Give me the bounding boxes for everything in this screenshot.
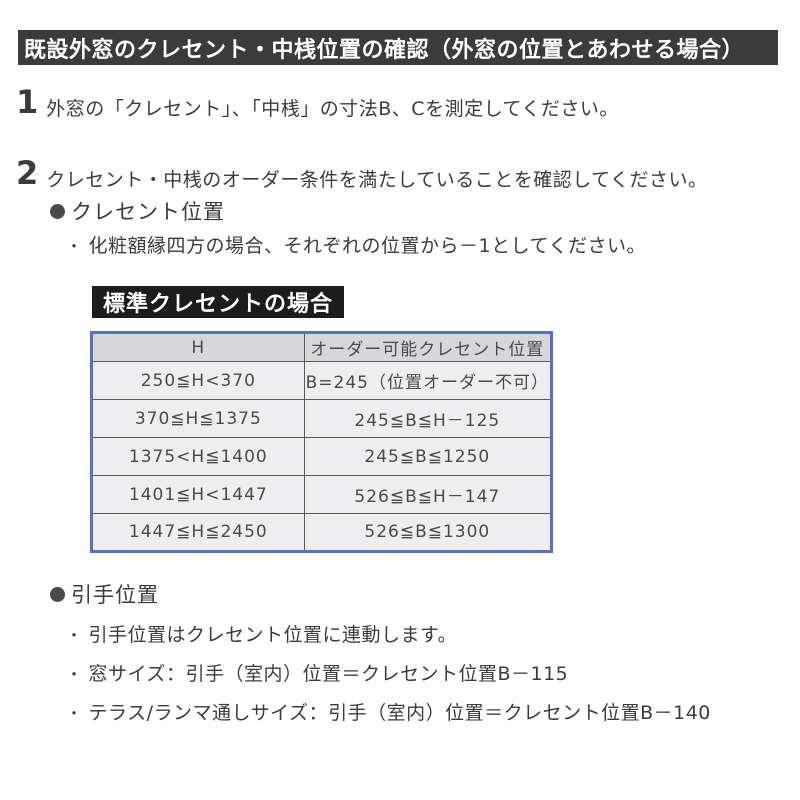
step-2-text: クレセント・中桟のオーダー条件を満たしていることを確認してください。 <box>46 169 708 191</box>
step-1-text: 外窓の「クレセント」、「中桟」の寸法B、Cを測定してください。 <box>46 98 619 120</box>
dot-bullet-icon: ・ <box>66 625 83 645</box>
cell-b-range: 245≦B≦1250 <box>303 437 553 476</box>
dot-bullet-icon: ・ <box>66 703 83 723</box>
standard-crescent-label-text: 標準クレセントの場合 <box>103 292 334 317</box>
table-row: 250≦H<370 B=245（位置オーダー不可） <box>91 361 553 400</box>
cell-h-range: 1447≦H≦2450 <box>91 513 305 552</box>
handle-position-note-text: 窓サイズ：引手（室内）位置＝クレセント位置B－115 <box>88 663 569 685</box>
cell-b-range: B=245（位置オーダー不可） <box>303 361 553 400</box>
cell-b-range: 526≦B≦H－147 <box>303 475 553 514</box>
crescent-position-note-text: 化粧額縁四方の場合、それぞれの位置から－1としてください。 <box>88 235 646 257</box>
table-header-row: H オーダー可能クレセント位置 <box>91 332 553 362</box>
step-1-number: 1 <box>16 83 39 121</box>
cell-b-range: 526≦B≦1300 <box>303 513 553 552</box>
handle-position-note-text: テラス/ランマ通しサイズ：引手（室内）位置＝クレセント位置B－140 <box>88 702 711 724</box>
step-1: 1 外窓の「クレセント」、「中桟」の寸法B、Cを測定してください。 <box>16 86 619 121</box>
crescent-position-table: H オーダー可能クレセント位置 250≦H<370 B=245（位置オーダー不可… <box>90 331 553 553</box>
bullet-circle-icon <box>50 586 65 602</box>
page-title-text: 既設外窓のクレセント・中桟位置の確認（外窓の位置とあわせる場合） <box>24 37 745 63</box>
handle-position-note-text: 引手位置はクレセント位置に連動します。 <box>88 624 458 646</box>
bullet-circle-icon <box>50 203 65 219</box>
crescent-position-note: ・ 化粧額縁四方の場合、それぞれの位置から－1としてください。 <box>66 231 646 258</box>
column-header-h: H <box>91 332 305 362</box>
handle-position-note: ・ 窓サイズ：引手（室内）位置＝クレセント位置B－115 <box>66 659 568 686</box>
table-row: 370≦H≦1375 245≦B≦H－125 <box>91 399 553 438</box>
crescent-position-heading-text: クレセント位置 <box>71 200 225 224</box>
cell-h-range: 1375<H≦1400 <box>91 437 305 476</box>
crescent-position-heading: クレセント位置 <box>50 196 225 226</box>
page-title: 既設外窓のクレセント・中桟位置の確認（外窓の位置とあわせる場合） <box>18 30 778 65</box>
handle-position-heading: 引手位置 <box>50 579 159 609</box>
handle-position-heading-text: 引手位置 <box>71 583 159 607</box>
cell-b-range: 245≦B≦H－125 <box>303 399 553 438</box>
handle-position-note: ・ テラス/ランマ通しサイズ：引手（室内）位置＝クレセント位置B－140 <box>66 698 711 725</box>
cell-h-range: 1401≦H<1447 <box>91 475 305 514</box>
dot-bullet-icon: ・ <box>66 664 83 684</box>
table-row: 1447≦H≦2450 526≦B≦1300 <box>91 513 553 552</box>
column-header-order-position: オーダー可能クレセント位置 <box>303 332 553 362</box>
step-2-number: 2 <box>16 154 39 192</box>
cell-h-range: 250≦H<370 <box>91 361 305 400</box>
table-row: 1401≦H<1447 526≦B≦H－147 <box>91 475 553 514</box>
standard-crescent-label: 標準クレセントの場合 <box>92 286 345 318</box>
handle-position-note: ・ 引手位置はクレセント位置に連動します。 <box>66 620 457 647</box>
cell-h-range: 370≦H≦1375 <box>91 399 305 438</box>
step-2: 2 クレセント・中桟のオーダー条件を満たしていることを確認してください。 <box>16 157 708 192</box>
table-row: 1375<H≦1400 245≦B≦1250 <box>91 437 553 476</box>
dot-bullet-icon: ・ <box>66 236 83 256</box>
